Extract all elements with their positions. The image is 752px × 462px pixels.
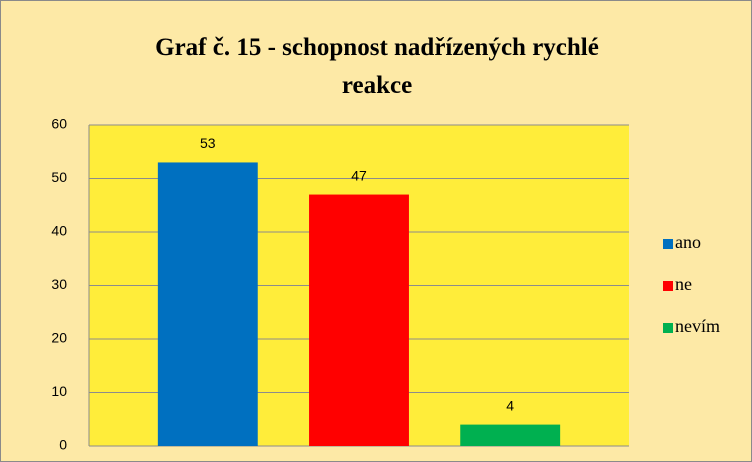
- legend-swatch: [663, 239, 673, 249]
- legend-label: ano: [675, 232, 701, 252]
- y-tick-label: 10: [51, 383, 67, 399]
- y-tick-label: 20: [51, 330, 67, 346]
- y-tick-label: 50: [51, 169, 67, 185]
- legend-swatch: [663, 323, 673, 333]
- y-tick-label: 30: [51, 276, 67, 292]
- y-tick-label: 40: [51, 223, 67, 239]
- chart-title: Graf č. 15 - schopnost nadřízených rychl…: [155, 34, 599, 99]
- legend-label: nevím: [675, 316, 720, 336]
- bar: [460, 424, 561, 446]
- data-label: 47: [351, 167, 367, 183]
- legend-label: ne: [675, 274, 692, 294]
- y-tick-label: 0: [59, 437, 67, 453]
- bar: [157, 162, 258, 446]
- data-label: 4: [506, 397, 514, 413]
- legend-swatch: [663, 281, 673, 291]
- data-label: 53: [200, 135, 216, 151]
- y-tick-label: 60: [51, 116, 67, 132]
- bar: [309, 194, 409, 446]
